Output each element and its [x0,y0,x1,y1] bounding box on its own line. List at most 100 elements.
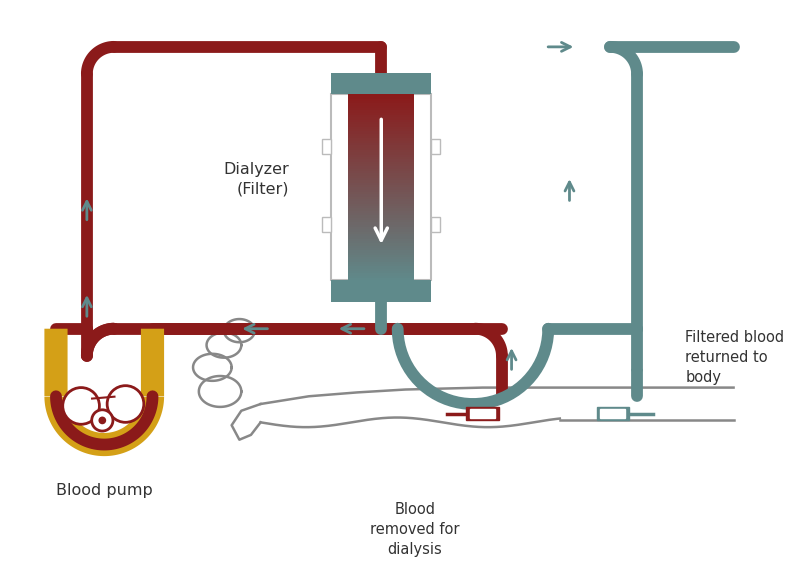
Bar [349,236,414,239]
Bar [349,141,414,144]
Bar [349,260,414,263]
Bar [349,276,414,278]
Text: Blood pump: Blood pump [56,483,153,498]
Bar [331,281,431,302]
Circle shape [98,417,106,424]
Bar [431,139,440,154]
Bar [349,157,414,160]
Bar [349,134,414,137]
Bar [349,197,414,199]
Circle shape [92,410,113,431]
Bar [349,206,414,209]
Bar [349,127,414,130]
Bar [349,94,414,97]
Bar [349,246,414,248]
Bar [349,101,414,104]
Bar [349,222,414,225]
Circle shape [62,387,99,424]
Bar [349,215,414,218]
Bar [349,111,414,113]
Bar [349,217,414,220]
Bar [466,407,499,420]
Bar [349,138,414,141]
Bar [349,220,414,223]
Bar [431,217,440,232]
Bar [349,164,414,167]
Bar [349,257,414,260]
Bar [349,267,414,270]
Bar [349,241,414,244]
Bar [349,203,414,206]
Bar [349,176,414,179]
Bar [349,143,414,146]
Bar [349,278,414,281]
Bar [349,190,414,192]
Bar [349,173,414,176]
Bar [349,210,414,213]
Bar [349,183,414,185]
Bar [349,180,414,183]
Bar [349,169,414,172]
Bar [349,234,414,237]
Bar [349,136,414,139]
Bar [349,150,414,153]
Bar [349,248,414,251]
Text: Filtered blood
returned to
body: Filtered blood returned to body [686,331,785,385]
Bar [331,94,431,281]
Bar [349,195,414,197]
Bar [349,106,414,108]
Bar [349,155,414,158]
Bar [349,115,414,118]
Bar [349,227,414,230]
Bar [349,271,414,274]
Text: Dialyzer
(Filter): Dialyzer (Filter) [224,162,290,196]
Bar [349,159,414,162]
Bar [349,253,414,255]
Bar [600,409,626,418]
Polygon shape [45,329,164,456]
Bar [349,148,414,151]
Bar [349,117,414,120]
Bar [349,171,414,174]
Bar [349,264,414,267]
Bar [349,243,414,246]
Bar [349,250,414,253]
Bar [349,269,414,272]
Bar [349,239,414,241]
Bar [349,208,414,211]
Bar [322,217,331,232]
Bar [349,213,414,216]
Bar [349,113,414,115]
Bar [470,409,495,418]
Bar [349,129,414,132]
Bar [349,188,414,190]
Bar [349,178,414,181]
Bar [349,99,414,101]
Bar [597,407,630,420]
Bar [349,145,414,148]
Bar [349,255,414,258]
Bar [349,274,414,276]
Bar [349,108,414,111]
Bar [349,97,414,99]
Bar [349,229,414,232]
Bar [349,131,414,134]
Bar [349,262,414,265]
Bar [322,139,331,154]
Bar [349,231,414,234]
Text: Blood
removed for
dialysis: Blood removed for dialysis [370,502,460,557]
Bar [349,201,414,204]
Bar [349,166,414,169]
Bar [349,185,414,188]
Bar [349,104,414,106]
Bar [349,120,414,122]
Bar [349,162,414,165]
Circle shape [107,386,144,423]
Bar [349,199,414,202]
Bar [349,124,414,127]
Bar [349,224,414,227]
Bar [349,192,414,195]
Bar [349,152,414,155]
Bar [331,73,431,94]
Bar [349,122,414,125]
